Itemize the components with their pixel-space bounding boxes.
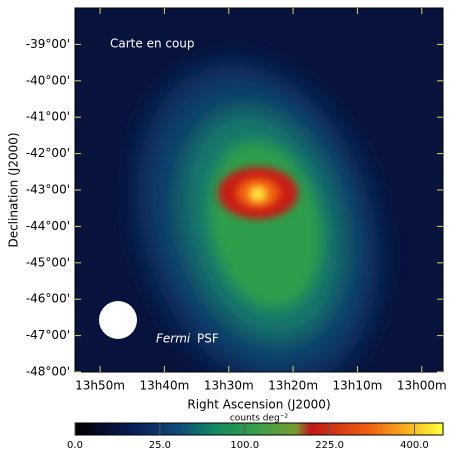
colorbar-tick-label: 225.0 xyxy=(315,440,344,451)
x-tick-label: 13h50m xyxy=(75,379,125,393)
y-tick-label: -40°00' xyxy=(26,73,70,87)
y-tick-label: -47°00' xyxy=(26,328,70,342)
colorbar-tick-label: 100.0 xyxy=(230,440,259,451)
y-tick-label: -39°00' xyxy=(26,37,70,51)
colorbar-tick-label: 25.0 xyxy=(149,440,171,451)
y-tick-label: -44°00' xyxy=(26,219,70,233)
y-tick-label: -41°00' xyxy=(26,110,70,124)
y-tick-label: -46°00' xyxy=(26,292,70,306)
y-tick-label: -42°00' xyxy=(26,146,70,160)
annotation: Carte en coup xyxy=(110,37,195,51)
x-tick-label: 13h20m xyxy=(268,379,318,393)
y-tick-label: -48°00' xyxy=(26,365,70,379)
y-tick-label: -43°00' xyxy=(26,183,70,197)
colorbar-tick-label: 0.0 xyxy=(67,440,83,451)
count-map xyxy=(75,8,443,372)
x-tick-label: 13h00m xyxy=(397,379,447,393)
annotation: Fermi xyxy=(156,332,191,346)
colorbar-label: counts deg⁻² xyxy=(230,414,289,424)
colorbar-tick-label: 400.0 xyxy=(400,440,429,451)
colorbar xyxy=(74,422,444,436)
y-axis-label: Declination (J2000) xyxy=(7,132,21,247)
x-axis-label: Right Ascension (J2000) xyxy=(187,398,330,412)
y-tick-label: -45°00' xyxy=(26,255,70,269)
annotation: PSF xyxy=(197,332,219,346)
x-tick-label: 13h30m xyxy=(204,379,254,393)
x-tick-label: 13h10m xyxy=(333,379,383,393)
x-tick-label: 13h40m xyxy=(140,379,190,393)
